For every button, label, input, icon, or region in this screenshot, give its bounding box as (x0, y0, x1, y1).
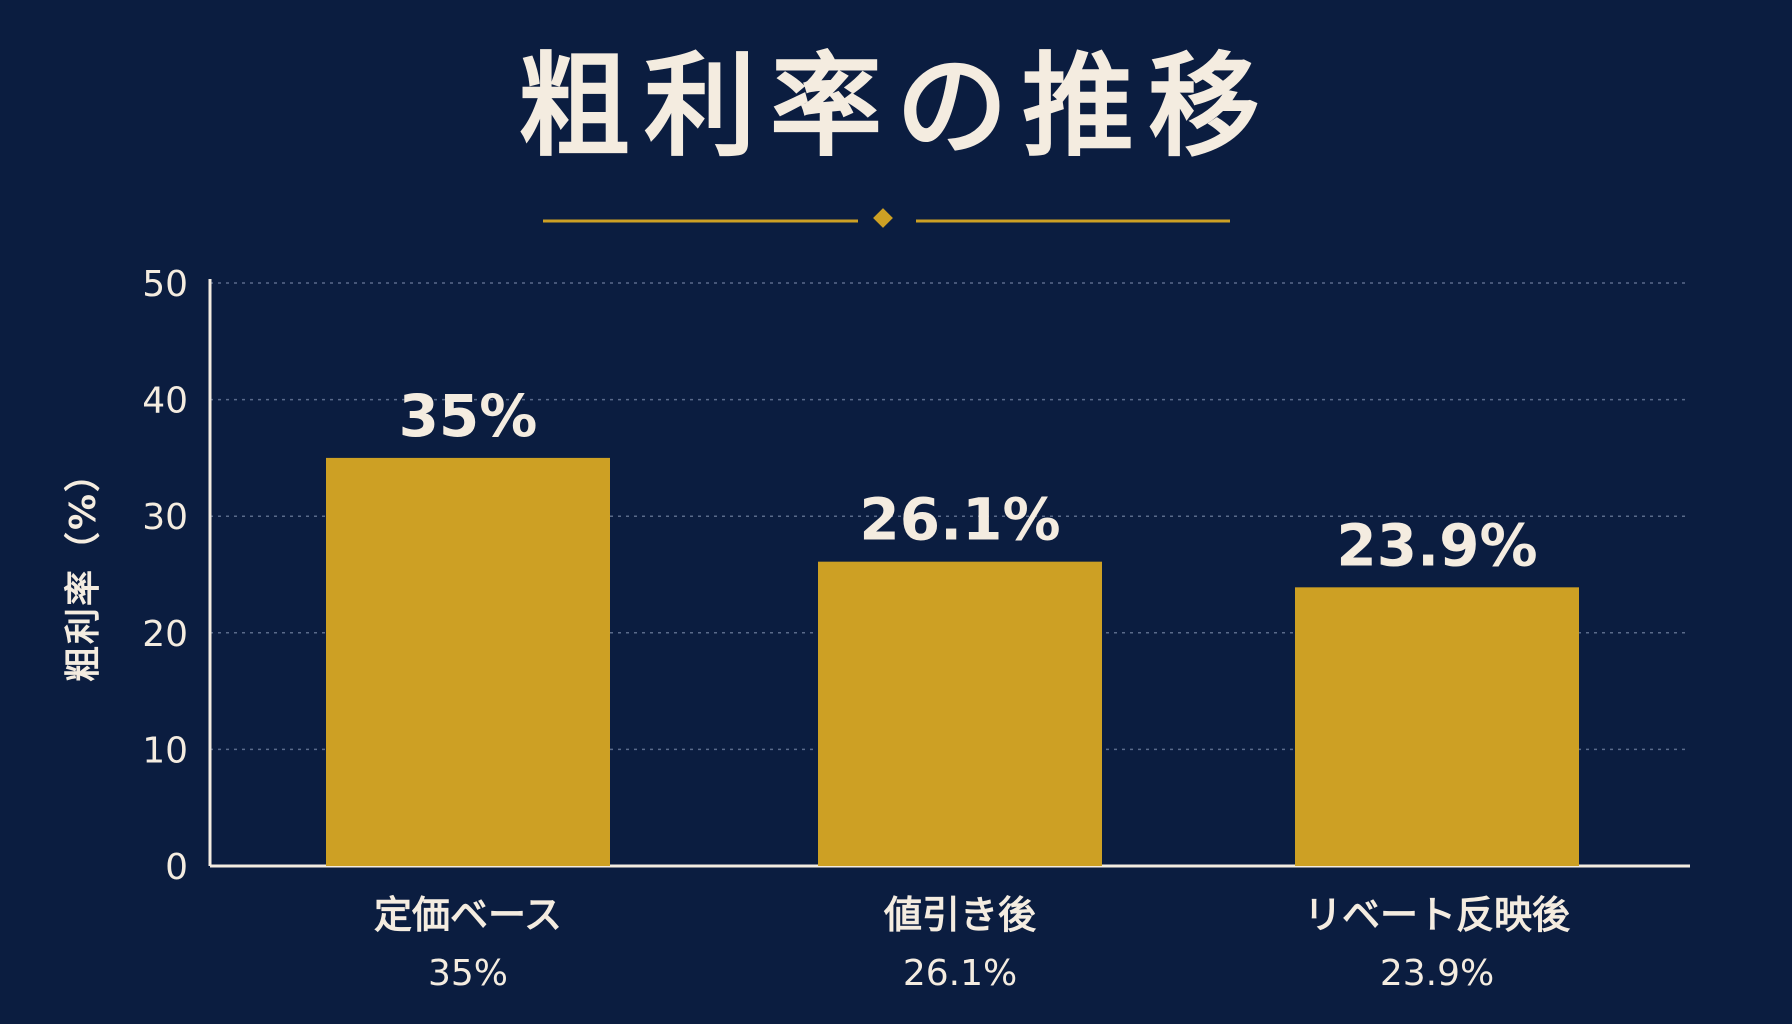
y-tick-label: 40 (142, 381, 188, 422)
y-tick-label: 0 (165, 847, 188, 888)
x-category-sublabel: 23.9% (1380, 953, 1494, 994)
chart-title: 粗利率の推移 (518, 42, 1274, 172)
data-label: 23.9% (1336, 511, 1537, 579)
data-label: 35% (399, 382, 538, 450)
title-divider (543, 208, 1230, 228)
data-label: 26.1% (859, 486, 1060, 554)
x-category-sublabel: 26.1% (903, 953, 1017, 994)
bar-3 (1295, 587, 1579, 866)
bar-1 (326, 457, 610, 866)
x-category-label: 定価ベース (374, 893, 562, 937)
y-tick-label: 20 (142, 614, 188, 655)
y-tick-label: 50 (142, 264, 188, 305)
y-tick-label: 30 (142, 497, 188, 538)
y-tick-label: 10 (142, 730, 188, 771)
x-category-label: リベート反映後 (1304, 893, 1571, 937)
bar-2 (818, 561, 1102, 866)
x-category-sublabel: 35% (428, 953, 508, 994)
x-category-label: 値引き後 (883, 893, 1037, 937)
